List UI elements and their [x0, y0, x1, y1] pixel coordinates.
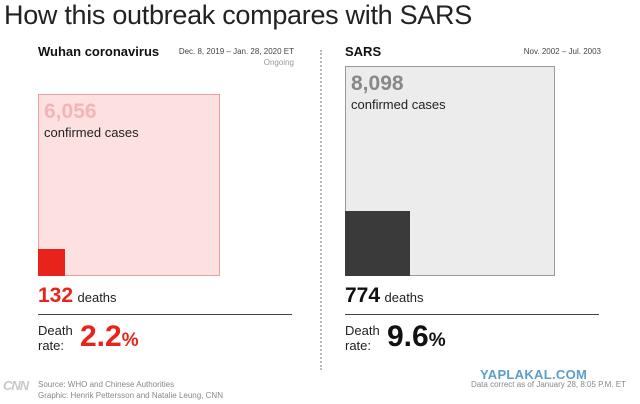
death-rate-number: 2.2: [80, 320, 122, 353]
death-rate: 2.2%: [80, 320, 139, 354]
panel-title: Wuhan coronavirus: [38, 44, 160, 59]
panel-title: SARS: [345, 44, 382, 59]
watermark: YAPLAKAL.COM: [480, 367, 588, 382]
rule-line: [38, 314, 292, 315]
date-range: Dec. 8, 2019 – Jan. 28, 2020 ET: [178, 47, 294, 56]
source-text: Source: WHO and Chinese Authorities: [38, 380, 175, 389]
deaths-number: 132: [38, 284, 74, 307]
graphic-credit: Graphic: Henrik Pettersson and Natalie L…: [38, 391, 223, 400]
status-text: Ongoing: [263, 58, 294, 67]
death-rate: 9.6%: [387, 320, 446, 354]
death-rate-number: 9.6: [387, 320, 429, 353]
chart-title: How this outbreak compares with SARS: [4, 0, 472, 30]
date-range: Nov. 2002 – Jul. 2003: [523, 47, 601, 56]
cases-label: confirmed cases: [44, 125, 139, 141]
deaths-label: deaths: [77, 290, 117, 305]
data-note: Data correct as of January 28, 8:05 P.M.…: [470, 380, 626, 389]
panel-divider: [320, 50, 322, 370]
deaths-line: 132 deaths: [38, 284, 117, 308]
deaths-number: 774: [345, 284, 381, 307]
cnn-logo: CNN: [3, 378, 29, 393]
panel-wuhan: Wuhan coronavirus Dec. 8, 2019 – Jan. 28…: [38, 44, 298, 364]
cases-label: confirmed cases: [351, 97, 446, 112]
deaths-line: 774 deaths: [345, 284, 424, 308]
percent-sign: %: [428, 330, 446, 351]
deaths-square: [345, 211, 410, 276]
source-credit: Source: WHO and Chinese Authorities Grap…: [38, 379, 223, 401]
rule-line: [345, 314, 599, 315]
deaths-label: deaths: [384, 290, 424, 305]
panel-sars: SARS Nov. 2002 – Jul. 2003 8,098 confirm…: [345, 44, 605, 364]
death-rate-label: Death rate:: [38, 323, 73, 353]
percent-sign: %: [121, 330, 139, 351]
cases-square: [38, 94, 220, 276]
deaths-square: [38, 249, 65, 276]
death-rate-label: Death rate:: [345, 323, 380, 353]
cases-number: 6,056: [44, 100, 97, 124]
cases-number: 8,098: [351, 72, 404, 95]
